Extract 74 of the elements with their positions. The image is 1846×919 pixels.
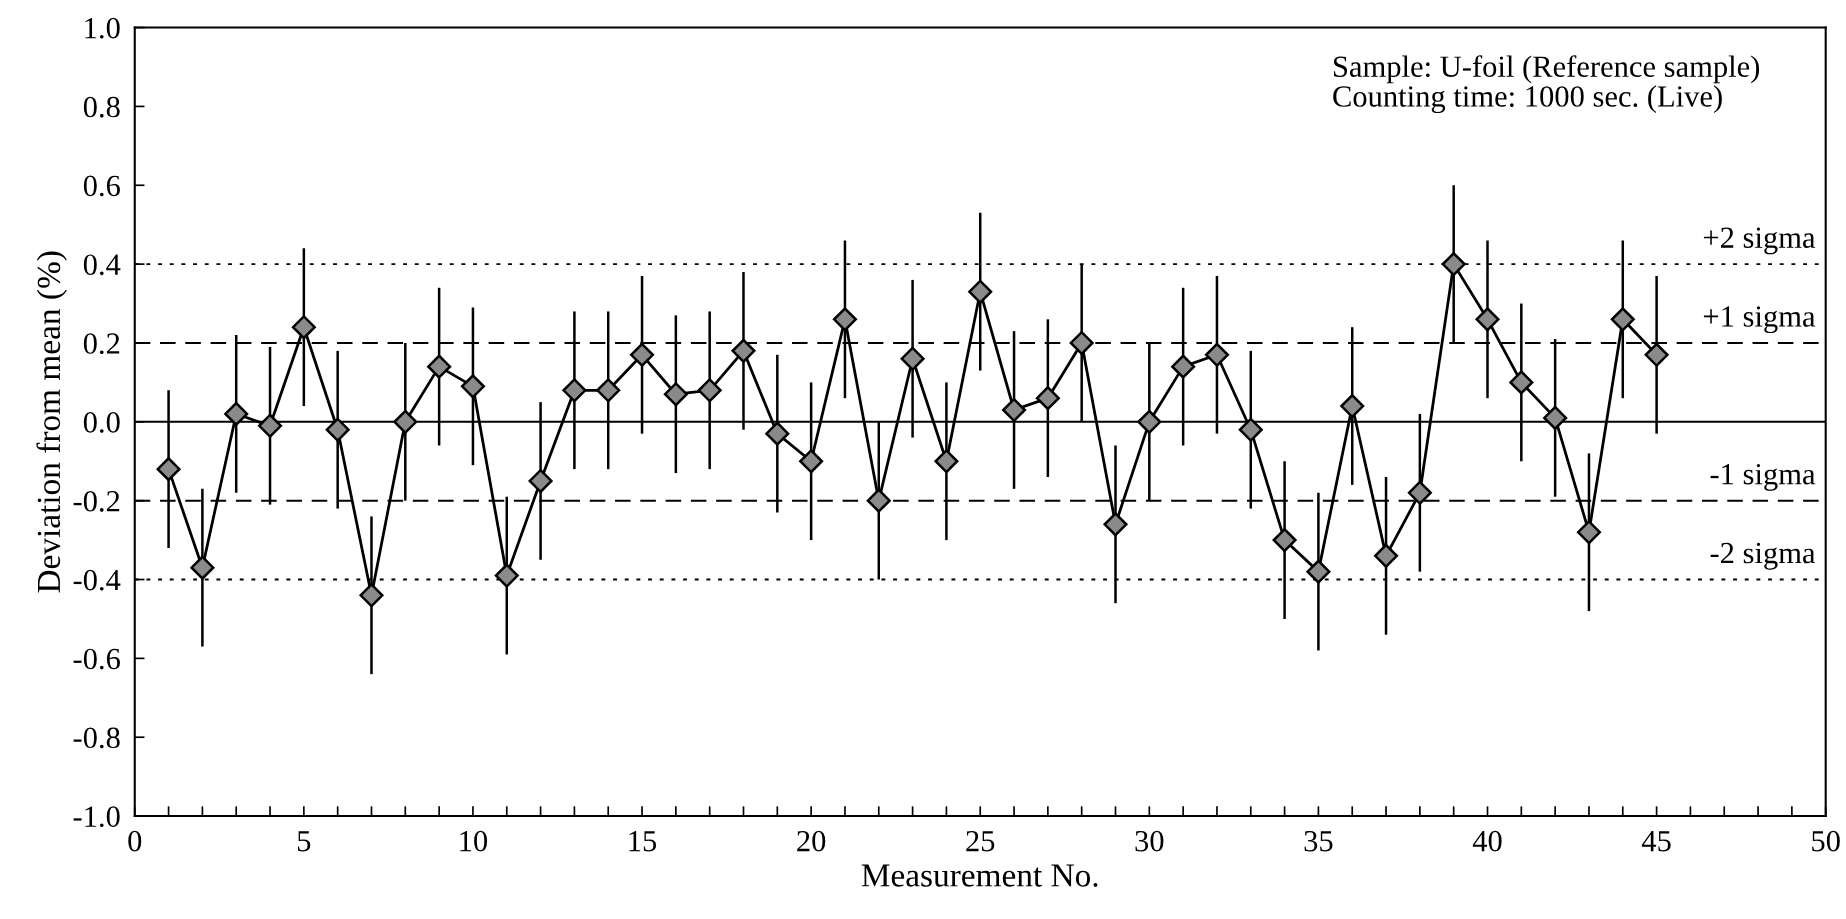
y-tick-label: -0.2 — [73, 490, 120, 512]
y-tick-label: 0.8 — [83, 96, 120, 118]
point — [1238, 417, 1263, 442]
y-tick-label: -0.6 — [73, 648, 120, 670]
point — [629, 342, 655, 367]
point — [1204, 342, 1230, 367]
point — [190, 555, 215, 580]
x-tick-label: 35 — [1304, 830, 1333, 852]
x-tick-label: 45 — [1641, 831, 1671, 852]
point — [596, 378, 621, 403]
point — [697, 378, 722, 403]
point — [1407, 480, 1432, 505]
point — [528, 468, 553, 494]
ref-line-label: +1 sigma — [1703, 306, 1816, 334]
point — [1610, 307, 1635, 332]
ref-line-label: -2 sigma — [1710, 542, 1816, 570]
point — [1103, 512, 1128, 537]
y-tick-label: 0.2 — [83, 333, 120, 355]
x-tick-label: 10 — [460, 830, 488, 852]
point — [156, 457, 181, 482]
x-tick-label: 25 — [966, 830, 995, 852]
point — [1272, 528, 1297, 553]
point — [832, 307, 857, 332]
point — [765, 421, 790, 446]
x-tick-label: 50 — [1812, 830, 1840, 852]
point — [1644, 342, 1669, 367]
point — [1441, 252, 1466, 277]
point — [799, 449, 824, 474]
point — [866, 488, 891, 513]
point — [968, 279, 993, 304]
point — [460, 374, 485, 399]
point — [731, 338, 756, 363]
y-tick-label: -0.4 — [73, 569, 121, 591]
point — [1543, 405, 1568, 430]
point — [1035, 386, 1060, 411]
point — [359, 583, 384, 608]
x-axis-title: Measurement No. — [861, 864, 1098, 887]
point — [224, 401, 249, 426]
x-tick-label: 15 — [629, 830, 657, 852]
point — [1137, 409, 1162, 434]
point — [494, 563, 519, 588]
point — [291, 315, 316, 340]
point — [1374, 543, 1399, 568]
point — [257, 413, 283, 438]
point — [1171, 354, 1196, 379]
point — [663, 382, 688, 407]
x-tick-label: 20 — [797, 830, 826, 852]
y-tick-label: 0.6 — [83, 175, 120, 197]
point — [1069, 330, 1094, 356]
y-tick-label: 1.0 — [85, 17, 120, 39]
x-tick-label: 30 — [1135, 830, 1164, 852]
point — [562, 378, 587, 403]
x-tick-label: 0 — [128, 830, 142, 852]
point — [427, 354, 452, 379]
ref-line-label: -1 sigma — [1710, 463, 1816, 491]
ref-line-label: +2 sigma — [1703, 227, 1816, 255]
point — [1576, 520, 1602, 545]
point — [1306, 559, 1331, 584]
point — [934, 449, 959, 474]
point — [1001, 397, 1027, 423]
point — [900, 346, 925, 371]
y-tick-label: 0.0 — [83, 412, 120, 433]
y-tick-label: -1.0 — [73, 806, 120, 828]
y-tick-label: 0.4 — [83, 254, 121, 276]
point — [1509, 370, 1534, 395]
point — [325, 417, 350, 442]
annotation: Sample: U-foil (Reference sample) Counting time: 1000 sec. (Live) — [1333, 55, 1760, 114]
point — [393, 409, 418, 434]
y-tick-label: -0.8 — [73, 727, 120, 749]
x-tick-label: 5 — [297, 831, 311, 852]
point — [1340, 394, 1365, 419]
y-axis-title: Deviation from mean (%) — [36, 251, 67, 593]
x-tick-label: 40 — [1472, 830, 1502, 852]
point — [1475, 307, 1500, 332]
